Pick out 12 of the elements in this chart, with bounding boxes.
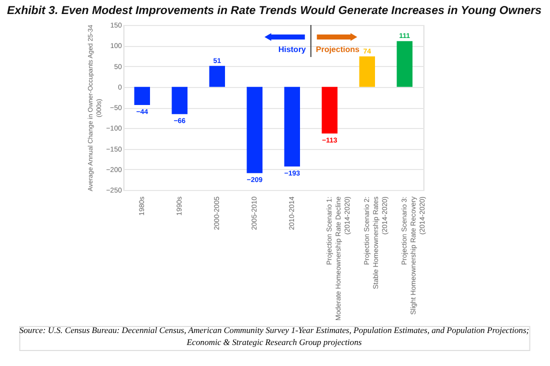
bar [246, 86, 262, 174]
annotation: History [278, 45, 306, 54]
bar [322, 86, 338, 134]
bar [209, 66, 225, 87]
bar [134, 86, 150, 106]
bar [359, 56, 375, 87]
annotation: Projections [316, 45, 360, 54]
bar [396, 41, 412, 87]
bar [284, 86, 300, 166]
source-note: Source: U.S. Census Bureau: Decennial Census, American Community Survey 1-Year Estimates, Population Estimates, and Population Projections; Economic & Strategic Research Group projections [19, 325, 530, 347]
bar [172, 86, 188, 114]
chart-title: Exhibit 3. Even Modest Improvements in Rate Trends Would Generate Increases in Young Owners [7, 5, 542, 17]
